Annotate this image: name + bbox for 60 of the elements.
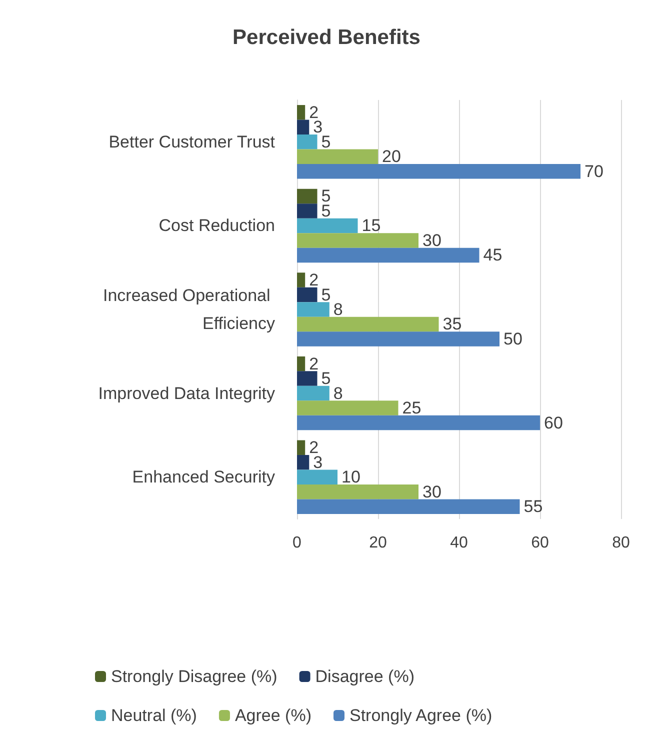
legend-label: Disagree (%) [315, 667, 414, 686]
bar [297, 470, 338, 484]
bar [297, 302, 330, 317]
data-label: 10 [342, 468, 360, 487]
legend-label: Agree (%) [234, 706, 312, 725]
data-label: 8 [333, 300, 343, 319]
data-label: 30 [422, 482, 442, 502]
bar [297, 484, 418, 500]
y-tick-label: Enhanced Security [132, 468, 276, 487]
data-label: 8 [333, 384, 343, 403]
y-tick-label: Increased Operational Efficiency [103, 286, 276, 333]
bar [297, 415, 540, 430]
bar [297, 248, 480, 263]
data-label: 70 [584, 162, 604, 181]
data-label: 5 [321, 132, 331, 152]
bar [297, 149, 378, 164]
data-label: 2 [309, 270, 319, 290]
bar [297, 287, 318, 302]
x-tick-label: 60 [531, 534, 549, 552]
bar [297, 188, 318, 204]
legend-label: Strongly Disagree (%) [111, 667, 278, 686]
y-tick-label: Cost Reduction [158, 216, 275, 236]
bar [297, 454, 310, 470]
bar [297, 204, 318, 218]
bar [297, 218, 358, 234]
bar [297, 316, 439, 332]
bar [297, 371, 318, 386]
data-label: 2 [309, 354, 319, 374]
bar [297, 272, 306, 288]
y-tick-label: Improved Data Integrity [98, 384, 276, 403]
data-label: 5 [321, 285, 331, 304]
data-label: 50 [504, 330, 522, 348]
legend-label: Neutral (%) [111, 706, 197, 725]
bar [297, 233, 418, 248]
bar [297, 134, 318, 150]
y-tick-label: Better Customer Trust [108, 132, 276, 152]
data-label: 55 [524, 497, 543, 516]
bar [297, 400, 398, 416]
legend-label: Strongly Agree (%) [349, 706, 492, 725]
data-label: 15 [362, 216, 381, 236]
bar [297, 120, 310, 135]
x-tick-label: 40 [450, 534, 468, 552]
data-label: 5 [321, 369, 331, 388]
data-label: 35 [442, 314, 462, 334]
bar [297, 356, 306, 372]
x-tick-label: 20 [369, 534, 387, 552]
bar [297, 386, 330, 401]
data-label: 20 [382, 147, 401, 166]
x-tick-label: 80 [612, 534, 630, 552]
x-tick-label: 0 [292, 534, 302, 552]
bar [297, 332, 500, 346]
chart-title: Perceived Benefits [232, 26, 420, 49]
data-label: 25 [402, 398, 422, 418]
bar [297, 440, 306, 455]
bar [297, 105, 306, 120]
bar [297, 164, 580, 179]
data-label: 30 [422, 230, 442, 250]
bar [297, 499, 520, 514]
data-label: 45 [483, 246, 502, 265]
data-label: 60 [544, 413, 563, 432]
